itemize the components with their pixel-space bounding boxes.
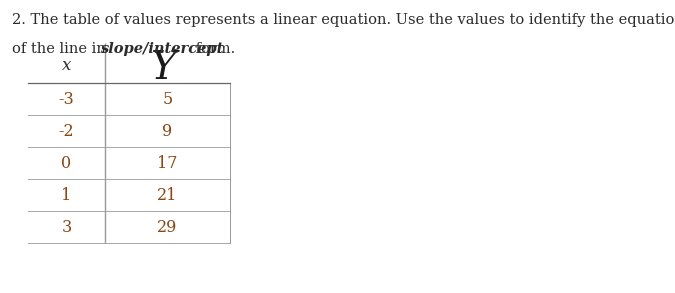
Text: 21: 21	[157, 187, 178, 204]
Text: x: x	[62, 57, 71, 74]
Text: 29: 29	[157, 219, 178, 236]
Text: 0: 0	[61, 154, 72, 171]
Text: 2. The table of values represents a linear equation. Use the values to identify : 2. The table of values represents a line…	[12, 13, 675, 27]
Text: 1: 1	[61, 187, 72, 204]
Text: 3: 3	[61, 219, 72, 236]
Text: 9: 9	[163, 122, 173, 139]
Text: 17: 17	[157, 154, 178, 171]
Text: 5: 5	[163, 91, 173, 108]
Text: -2: -2	[59, 122, 74, 139]
Text: Y: Y	[150, 50, 176, 87]
Text: slope/intercept: slope/intercept	[100, 42, 223, 57]
Text: form.: form.	[192, 42, 236, 57]
Text: -3: -3	[59, 91, 74, 108]
Text: of the line in: of the line in	[12, 42, 111, 57]
